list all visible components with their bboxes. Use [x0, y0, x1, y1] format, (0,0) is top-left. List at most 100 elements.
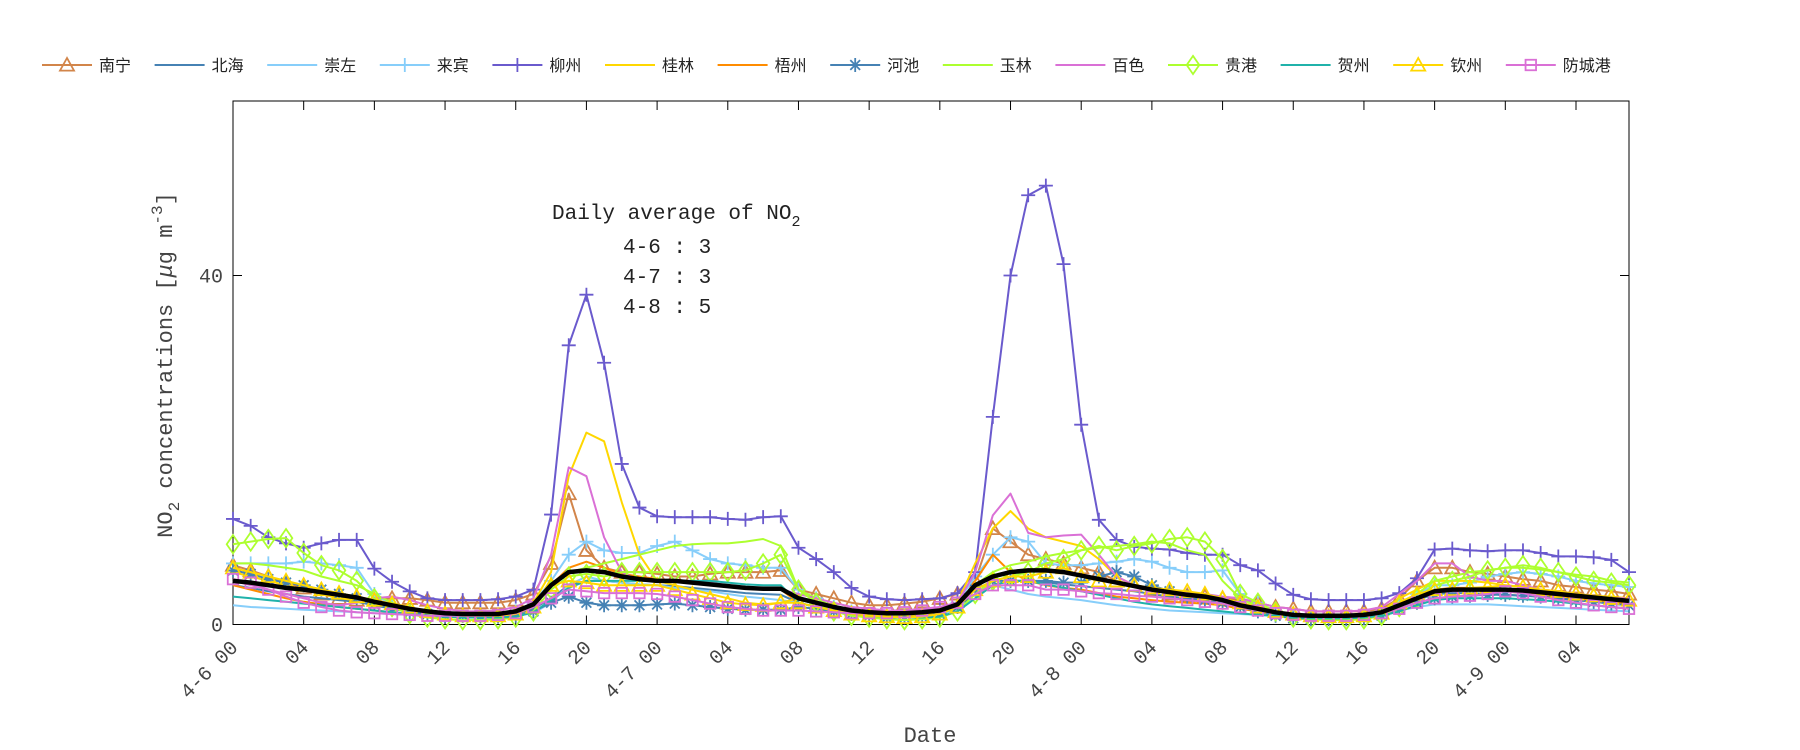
square-marker	[721, 600, 734, 614]
plus-marker	[1604, 552, 1619, 567]
triangle-marker	[259, 567, 277, 584]
asterisk-marker	[561, 589, 576, 604]
diamond-marker	[243, 530, 259, 553]
triangle-marker	[1019, 567, 1037, 584]
x-tick-label: 16	[493, 637, 526, 670]
plus-marker	[614, 545, 629, 560]
legend-label: 南宁	[99, 56, 131, 75]
x-tick-label: 04	[281, 637, 314, 670]
square-marker	[686, 593, 699, 607]
plus-marker	[685, 543, 700, 558]
plus-marker	[1462, 543, 1477, 558]
x-tick-label: 12	[423, 637, 456, 670]
plus-marker	[491, 592, 506, 607]
diamond-marker	[1550, 561, 1566, 583]
legend-label: 百色	[1112, 56, 1144, 75]
square-marker	[315, 600, 328, 614]
plus-marker	[1498, 543, 1513, 558]
plus-marker	[1162, 560, 1177, 575]
diamond-marker	[296, 542, 312, 564]
x-tick-label: 12	[847, 637, 880, 670]
diamond-marker	[1215, 548, 1230, 570]
x-tick-label: 16	[1342, 637, 1375, 670]
y-label-sup: -3	[149, 205, 167, 224]
square-marker	[297, 596, 310, 609]
annotation-line-4-7: 4-7 : 3	[623, 267, 711, 290]
annotation-line-4-6: 4-6 : 3	[623, 237, 711, 260]
plus-marker	[226, 511, 240, 526]
plus-marker	[1074, 417, 1089, 432]
plus-marker	[510, 58, 525, 72]
plus-marker	[1250, 563, 1265, 578]
legend-item-防城港: 防城港	[1505, 56, 1611, 75]
triangle-marker	[772, 561, 790, 577]
legend-label: 贵港	[1225, 56, 1257, 75]
plus-marker	[1480, 544, 1495, 559]
triangle-marker	[772, 593, 790, 610]
triangle-marker	[1532, 580, 1550, 597]
asterisk-marker	[614, 598, 629, 613]
plus-marker	[349, 532, 364, 547]
plus-marker	[544, 507, 559, 522]
legend-label: 崇左	[324, 56, 356, 75]
asterisk-marker	[1091, 569, 1106, 584]
square-marker	[1110, 587, 1123, 601]
square-marker	[792, 604, 805, 617]
asterisk-marker	[848, 58, 863, 72]
asterisk-marker	[367, 597, 382, 612]
diamond-marker	[1144, 532, 1160, 555]
asterisk-marker	[703, 600, 718, 615]
asterisk-marker	[1551, 591, 1566, 606]
series-贺州	[232, 579, 1630, 620]
square-marker	[1587, 599, 1600, 612]
triangle-marker	[1461, 579, 1479, 595]
triangle-marker	[1001, 567, 1020, 584]
plus-marker	[1339, 593, 1354, 608]
square-marker	[633, 586, 646, 600]
plus-marker	[526, 582, 541, 597]
triangle-marker	[648, 576, 666, 592]
plus-marker	[579, 534, 594, 549]
x-tick-label: 20	[988, 637, 1021, 670]
plus-marker	[1374, 591, 1389, 606]
diamond-marker	[1073, 539, 1089, 562]
triangle-marker	[754, 563, 772, 579]
asterisk-marker	[1515, 588, 1530, 603]
x-tick-label: 4-7 00	[601, 637, 668, 704]
plus-marker	[508, 589, 523, 604]
plus-marker	[1586, 550, 1601, 565]
plus-marker	[826, 565, 841, 580]
x-tick-label: 04	[1130, 637, 1163, 670]
annotation-title-subscript: 2	[791, 214, 800, 231]
diamond-marker	[1185, 54, 1201, 76]
asterisk-marker	[579, 595, 594, 610]
legend-label: 钦州	[1450, 56, 1482, 75]
asterisk-marker	[791, 600, 806, 615]
plot-area	[232, 100, 1630, 625]
plus-marker	[314, 536, 329, 551]
x-tick-label: 20	[564, 637, 597, 670]
plus-marker	[1268, 576, 1283, 591]
legend-label: 玉林	[1000, 56, 1032, 75]
diamond-marker	[1533, 557, 1549, 579]
asterisk-marker	[1144, 578, 1159, 593]
plus-marker	[756, 510, 771, 525]
plus-marker	[438, 593, 453, 608]
legend-item-柳州: 柳州	[492, 56, 581, 75]
y-tick-label: 40	[199, 267, 223, 290]
plus-marker	[985, 409, 1000, 424]
diamond-marker	[773, 544, 789, 566]
x-tick-label: 20	[1412, 637, 1445, 670]
diamond-marker	[1179, 526, 1195, 548]
square-marker	[332, 604, 346, 617]
diamond-marker	[720, 561, 736, 583]
x-tick-label: 4-6 00	[177, 637, 244, 704]
asterisk-marker	[261, 572, 276, 587]
plus-marker	[1144, 554, 1159, 569]
diamond-marker	[1162, 528, 1177, 550]
triangle-marker	[58, 56, 76, 72]
square-marker	[986, 579, 999, 592]
legend-label: 河池	[887, 56, 919, 75]
square-marker	[562, 583, 575, 596]
triangle-marker	[878, 607, 896, 624]
